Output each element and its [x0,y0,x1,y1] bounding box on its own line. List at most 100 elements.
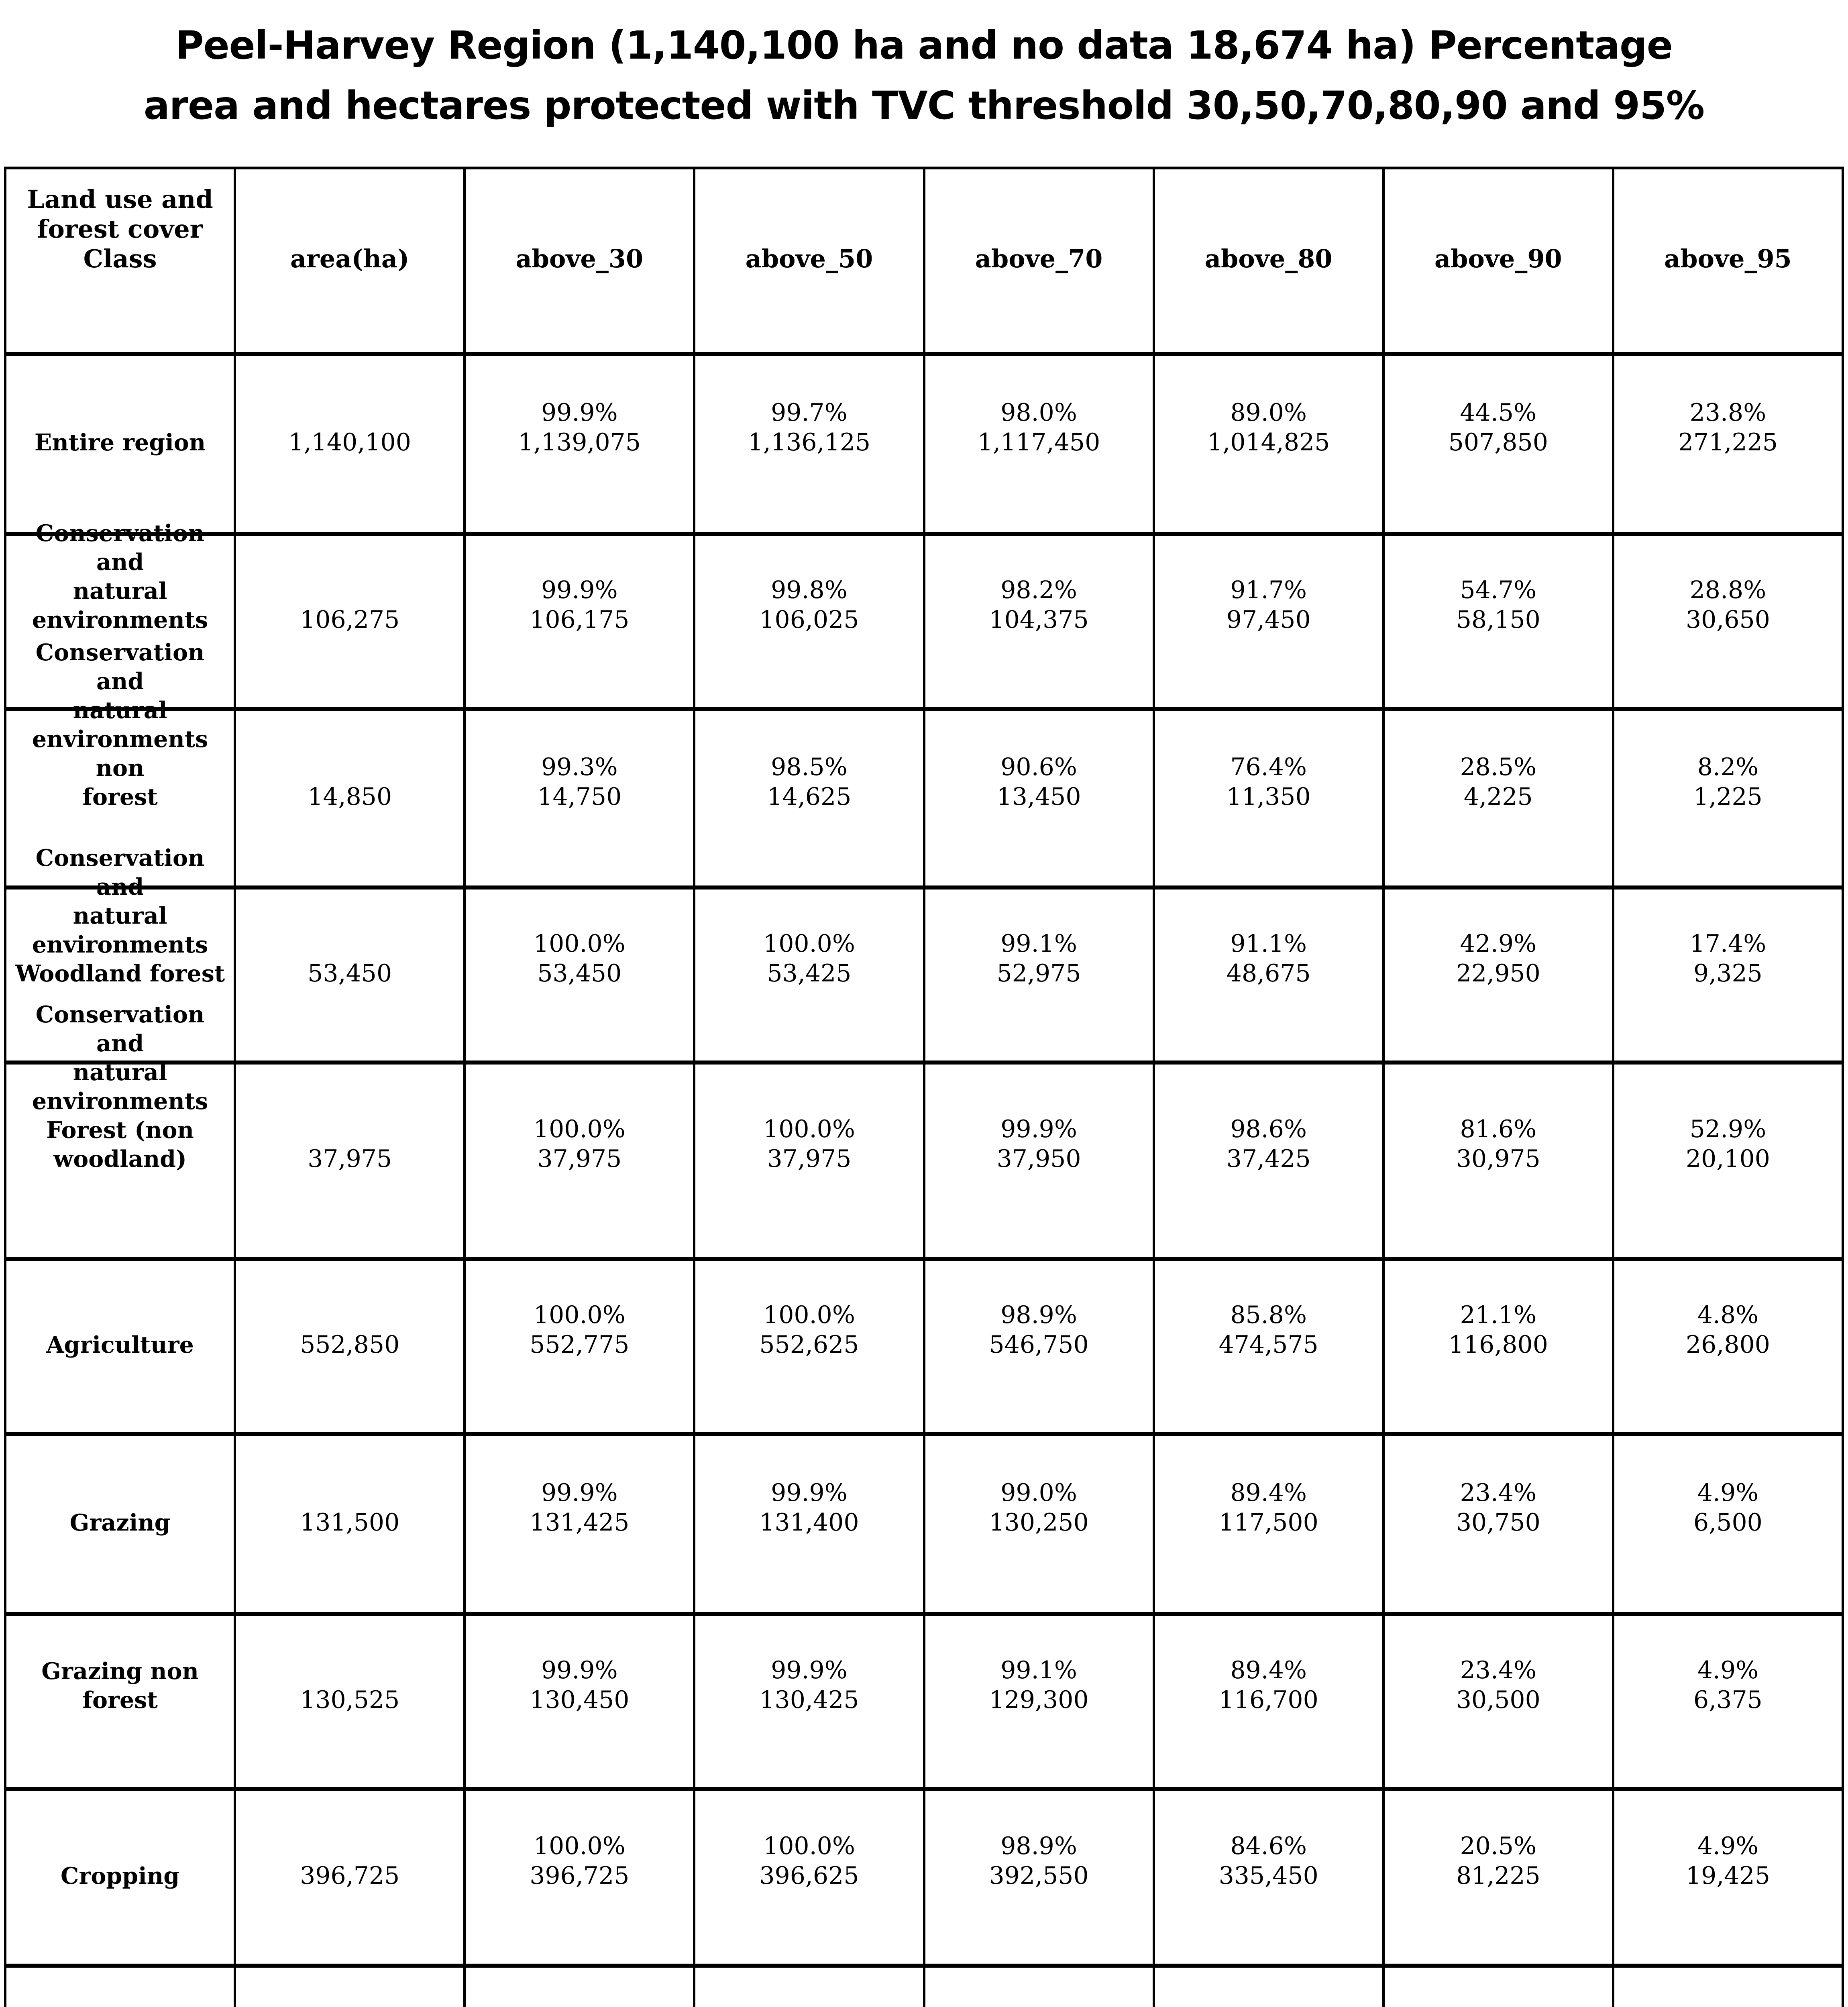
row-label-cell: Grazing non forest [6,1616,236,1787]
threshold-values: 98.0% 1,117,450 [928,398,1150,457]
data-cell: 76.4% 11,350 [1155,711,1385,885]
percent-value: 99.9% [541,1656,618,1684]
hectares-value: 4,225 [1463,782,1533,811]
column-header: above_30 [466,169,696,352]
area-cell: 130,525 [236,1616,466,1787]
threshold-values: 28.8% 30,650 [1617,575,1839,635]
row-label-cell: Entire region [6,356,236,532]
hectares-value: 6,500 [1693,1508,1762,1537]
table-row: Conservation and natural environments Wo… [6,845,1844,1060]
data-cell: 4.9% 6,500 [1614,1436,1844,1612]
data-cell: 81.6% 30,975 [1385,1065,1614,1257]
threshold-values: 99.0% 130,250 [928,1478,1150,1537]
data-cell: 89.4% 117,500 [1155,1436,1385,1612]
threshold-values: 4.9% 6,375 [1617,1655,1839,1715]
percent-value: 100.0% [533,1115,626,1143]
data-cell: 85.8% 474,575 [1155,1261,1385,1432]
table-row: Agriculture 552,850 100.0% 552,775 100.0% 552… [6,1257,1844,1432]
hectares-value: 335,450 [1218,1861,1318,1890]
percent-value: 8.2% [1697,753,1759,781]
threshold-values: 99.3% 14,750 [468,752,691,812]
hectares-value: 552,775 [530,1331,630,1359]
area-value: 37,975 [308,1144,392,1173]
data-cell: 91.1% 48,675 [1155,890,1385,1060]
percent-value: 99.7% [771,398,848,427]
threshold-values: 89.4% 117,500 [1157,1478,1380,1537]
percent-value: 99.3% [541,753,618,781]
percent-value: 100.0% [533,1301,626,1329]
threshold-values: 100.0% 396,725 [468,1831,691,1891]
data-cell: 23.4% 30,500 [1385,1616,1614,1787]
hectares-value: 37,425 [1226,1144,1311,1173]
percent-value: 99.9% [1000,1115,1077,1143]
hectares-value: 11,350 [1226,782,1311,811]
percent-value: 99.9% [541,576,618,605]
percent-value: 91.1% [1230,929,1307,958]
percent-value: 100.0% [763,929,855,958]
area-cell: 131,500 [236,1436,466,1612]
threshold-values: 8.2% 1,225 [1617,752,1839,812]
hectares-value: 37,950 [996,1144,1081,1173]
threshold-values: 84.6% 335,450 [1157,1831,1380,1891]
threshold-values: 81.6% 30,975 [1387,1114,1610,1174]
row-label: Conservation and natural environments [32,520,208,634]
threshold-values: 99.9% 1,139,075 [468,398,691,457]
hectares-value: 104,375 [989,606,1089,634]
hectares-value: 13,450 [996,782,1081,811]
hectares-value: 6,375 [1693,1685,1762,1714]
hectares-value: 1,136,125 [748,428,871,456]
threshold-values: 100.0% 552,625 [698,1300,920,1360]
row-label-cell: Irrigation [6,1968,236,2007]
threshold-values: 100.0% 53,450 [468,929,691,988]
data-cell: 99.3% 14,750 [466,711,696,885]
percent-value: 99.1% [1000,929,1077,958]
area-cell: 552,850 [236,1261,466,1432]
data-cell: 8.2% 1,225 [1614,711,1844,885]
data-cell: 19.6%4,825 [1385,1968,1614,2007]
area-value: 14,850 [308,782,392,811]
column-header: above_90 [1385,169,1614,352]
threshold-values: 99.1% 129,300 [928,1655,1150,1715]
threshold-values: 23.8% 271,225 [1617,398,1839,457]
percent-value: 28.8% [1689,576,1767,605]
area-value: 131,500 [300,1508,400,1537]
table-row: Cropping 396,725 100.0% 396,725 100.0% 396,62… [6,1787,1844,1964]
row-label: Cropping [61,1862,180,1889]
threshold-values: 91.1% 48,675 [1157,929,1380,988]
area-cell: 53,450 [236,890,466,1060]
row-label-cell: Conservation and natural environments no… [6,639,236,885]
table-row: Conservation and natural environments 106… [6,520,1844,707]
percent-value: 81.6% [1460,1115,1537,1143]
data-cell: 100.0% 53,425 [695,890,925,1060]
data-cell: 20.5% 81,225 [1385,1791,1614,1964]
hectares-value: 507,850 [1448,428,1548,456]
threshold-values: 52.9% 20,100 [1617,1114,1839,1174]
hectares-value: 81,225 [1456,1861,1540,1890]
area-value: 552,850 [300,1331,400,1359]
data-cell: 84.6% 335,450 [1155,1791,1385,1964]
percent-value: 98.9% [1000,1301,1077,1329]
hectares-value: 130,425 [759,1685,859,1714]
threshold-values: 23.4% 30,750 [1387,1478,1610,1537]
hectares-value: 130,250 [989,1508,1089,1537]
hectares-value: 474,575 [1218,1331,1318,1359]
column-header: above_80 [1155,169,1385,352]
data-cell: 42.9% 22,950 [1385,890,1614,1060]
percent-value: 4.9% [1697,1656,1759,1684]
column-header-label: Land use and forest cover Class [27,184,213,273]
table-row: Grazing 131,500 99.9% 131,425 99.9% 131,400 99… [6,1432,1844,1612]
threshold-values: 100.0% 37,975 [698,1114,920,1174]
area-cell: 106,275 [236,536,466,707]
hectares-value: 116,800 [1448,1331,1548,1359]
hectares-value: 53,425 [767,959,852,987]
column-header-label: above_30 [515,244,644,273]
data-cell: 21.1% 116,800 [1385,1261,1614,1432]
threshold-values: 99.9% 130,425 [698,1655,920,1715]
threshold-values: 76.4% 11,350 [1157,752,1380,812]
data-cell: 99.9% 130,450 [466,1616,696,1787]
threshold-values: 100.0% 53,425 [698,929,920,988]
percent-value: 44.5% [1460,398,1537,427]
area-value: 396,725 [300,1861,400,1890]
hectares-value: 53,450 [537,959,622,987]
row-label-cell: Conservation and natural environments Fo… [6,1001,236,1257]
